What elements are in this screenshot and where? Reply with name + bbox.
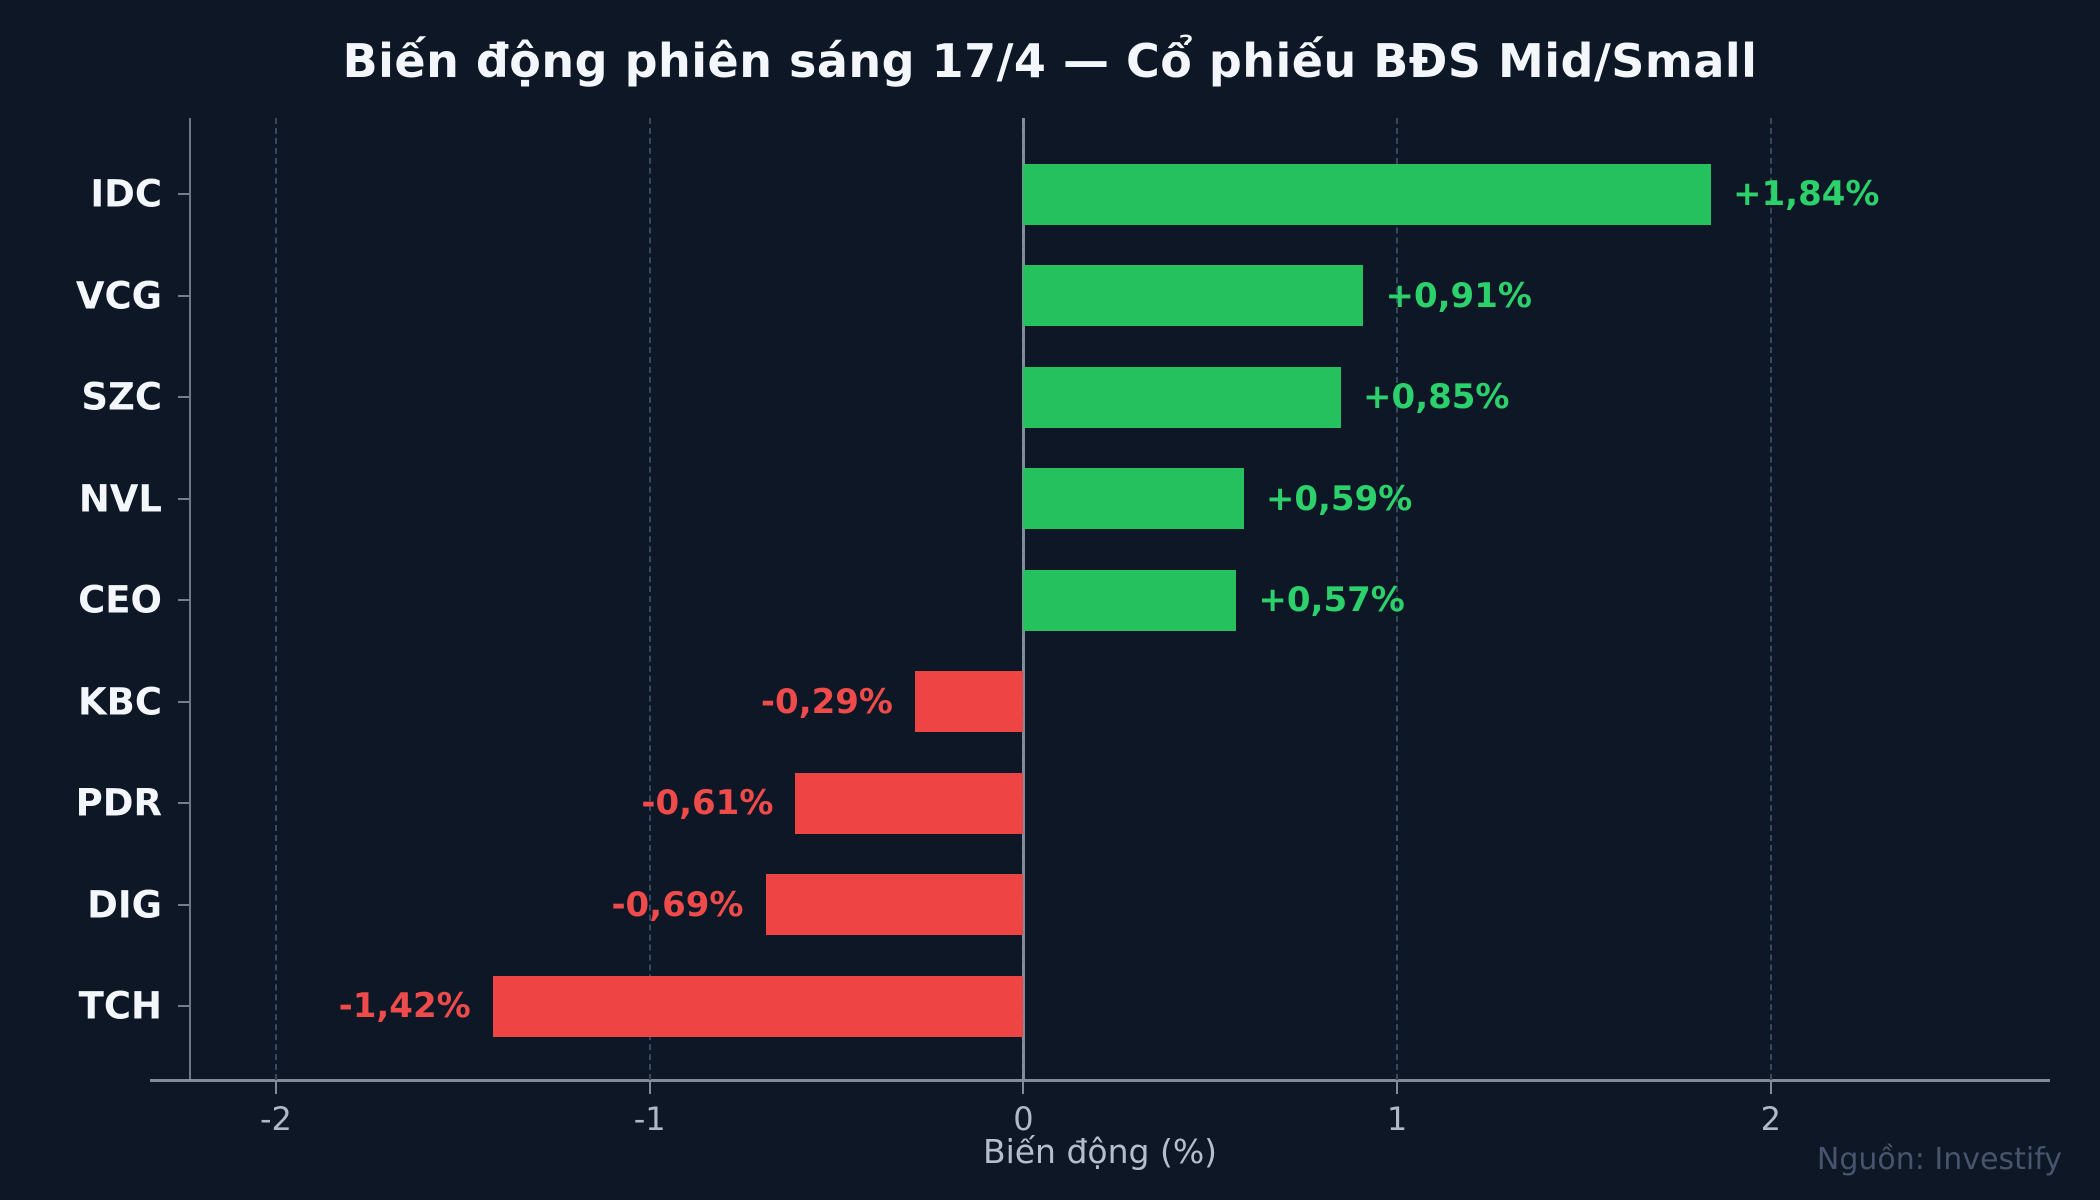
bar-DIG	[765, 874, 1024, 935]
gridline-x-1	[1396, 118, 1399, 1080]
bar-KBC	[915, 671, 1024, 732]
y-tick-label-NVL: NVL	[78, 477, 162, 520]
value-label-NVL: +0,59%	[1265, 478, 1413, 519]
value-label-KBC: -0,29%	[760, 681, 893, 722]
value-label-PDR: -0,61%	[641, 783, 774, 823]
gridline-x--1	[648, 118, 651, 1080]
bar-PDR	[795, 772, 1024, 834]
y-tick-mark-DIG	[178, 903, 189, 906]
y-tick-label-PDR: PDR	[75, 781, 162, 825]
y-tick-mark-IDC	[178, 193, 189, 195]
y-tick-label-VCG: VCG	[75, 274, 162, 317]
x-tick-label-2: 2	[1760, 1100, 1781, 1138]
x-tick-label--1: -1	[633, 1100, 666, 1138]
value-label-TCH: -1,42%	[338, 986, 471, 1026]
bar-SZC	[1023, 366, 1342, 428]
x-tick-mark-1	[1396, 1082, 1399, 1094]
y-tick-mark-KBC	[178, 700, 189, 703]
bar-VCG	[1023, 265, 1364, 326]
x-tick-label-0: 0	[1013, 1100, 1034, 1138]
y-tick-mark-CEO	[178, 599, 189, 601]
gridline-x--2	[274, 118, 277, 1080]
y-tick-mark-SZC	[178, 396, 189, 398]
y-tick-label-KBC: KBC	[77, 680, 162, 723]
y-axis-spine	[189, 118, 191, 1080]
value-label-CEO: +0,57%	[1258, 580, 1405, 620]
bar-CEO	[1023, 569, 1237, 631]
x-tick-label--2: -2	[260, 1100, 292, 1138]
y-tick-label-IDC: IDC	[90, 172, 162, 216]
y-tick-label-TCH: TCH	[78, 984, 162, 1028]
x-tick-mark-2	[1769, 1082, 1772, 1094]
bar-NVL	[1023, 468, 1244, 529]
x-axis-title: Biến động (%)	[982, 1132, 1218, 1171]
y-tick-mark-PDR	[178, 802, 189, 804]
x-tick-mark-0	[1022, 1082, 1025, 1094]
y-tick-label-DIG: DIG	[87, 883, 162, 926]
bar-IDC	[1023, 163, 1711, 225]
x-tick-label-1: 1	[1386, 1100, 1408, 1138]
x-tick-mark--1	[648, 1082, 651, 1094]
x-tick-mark--2	[274, 1082, 277, 1094]
gridline-x-2	[1769, 118, 1772, 1080]
y-tick-mark-VCG	[178, 294, 189, 297]
value-label-SZC: +0,85%	[1363, 377, 1510, 417]
y-tick-mark-NVL	[178, 497, 189, 500]
x-axis-spine	[150, 1079, 2050, 1082]
value-label-IDC: +1,84%	[1733, 174, 1880, 214]
chart-title: Biến động phiên sáng 17/4 — Cổ phiếu BĐS…	[342, 34, 1758, 88]
source-credit: Nguồn: Investify	[1816, 1142, 2062, 1177]
plot-area: -2 -1 0 1 2 +1,84% IDC +0,91% VCG +0,85% SZC +0,59%…	[76, 118, 2050, 1138]
value-label-VCG: +0,91%	[1385, 275, 1532, 316]
y-tick-mark-TCH	[178, 1005, 189, 1007]
value-label-DIG: -0,69%	[611, 884, 744, 925]
y-tick-label-SZC: SZC	[81, 375, 162, 419]
bar-TCH	[492, 975, 1024, 1037]
y-tick-label-CEO: CEO	[78, 578, 162, 622]
